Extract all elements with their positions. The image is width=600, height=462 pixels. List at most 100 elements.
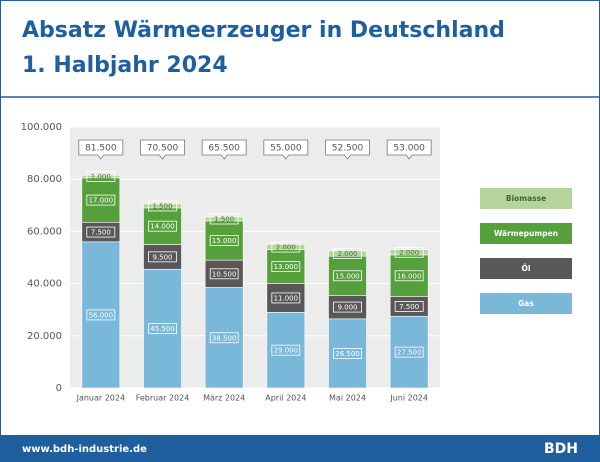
x-tick-label: Februar 2024 <box>136 394 190 403</box>
footer-bar <box>0 435 600 462</box>
total-label: 65.500 <box>208 144 240 154</box>
total-label: 55.000 <box>270 144 302 154</box>
value-label-box <box>333 348 362 359</box>
bar-segment <box>389 254 429 297</box>
x-tick-label: Januar 2024 <box>76 394 126 403</box>
value-label-box <box>86 194 116 206</box>
value-label-box <box>271 344 301 356</box>
y-tick-label: 0 <box>56 383 62 394</box>
value-label-box <box>394 270 424 282</box>
value-label: 17.000 <box>89 197 114 205</box>
bar-segment <box>389 249 429 256</box>
value-label: 29.000 <box>274 347 299 355</box>
bar-segment <box>81 241 121 389</box>
bar-segment <box>204 287 244 389</box>
total-callout <box>201 139 247 160</box>
bar-segment <box>266 244 306 250</box>
value-label: 1.000 <box>91 173 111 181</box>
value-label: 27.500 <box>397 349 422 357</box>
bar-segment <box>81 174 121 179</box>
total-callout <box>140 139 185 160</box>
value-label: 45.500 <box>150 325 175 333</box>
value-label-box <box>148 220 177 232</box>
value-label-box <box>271 261 301 273</box>
bar-segment <box>81 177 121 223</box>
chart-title: Absatz Wärmeerzeuger in Deutschland <box>22 18 505 43</box>
x-tick-label: Mai 2024 <box>329 394 366 403</box>
value-label: 14.000 <box>150 223 175 231</box>
legend-label: Gas <box>518 299 534 308</box>
value-label: 15.000 <box>335 272 360 280</box>
legend-label: Wärmepumpen <box>494 229 558 238</box>
value-label: 38.500 <box>212 334 237 342</box>
value-label-box <box>209 213 239 225</box>
value-label-box <box>86 309 116 321</box>
total-label: 81.500 <box>85 144 117 154</box>
total-callout <box>325 139 370 160</box>
value-label: 16.000 <box>397 272 422 280</box>
value-label: 7.500 <box>91 229 111 237</box>
y-tick-label: 40.000 <box>27 279 62 290</box>
y-tick-label: 100.000 <box>21 122 62 133</box>
value-label: 9.500 <box>152 253 172 261</box>
x-tick-label: März 2024 <box>203 394 245 403</box>
bar-segment <box>266 283 306 313</box>
bar-segment <box>328 318 367 389</box>
y-tick-label: 80.000 <box>27 174 62 185</box>
value-label-box <box>333 248 362 259</box>
value-label-box <box>394 301 424 312</box>
value-label: 2.000 <box>276 244 296 252</box>
total-label: 70.500 <box>147 144 179 154</box>
footer-brand: BDH <box>544 441 578 457</box>
value-label-box <box>209 332 239 344</box>
x-tick-label: Juni 2024 <box>389 394 428 403</box>
value-label-box <box>148 323 177 335</box>
value-label: 26.500 <box>335 350 360 358</box>
value-label: 9.000 <box>337 304 357 312</box>
value-label-box <box>271 292 301 304</box>
legend-label: Öl <box>522 264 531 273</box>
bar-segment <box>204 259 244 288</box>
legend-swatch <box>480 258 572 279</box>
total-callout <box>263 139 309 160</box>
bar-segment <box>266 249 306 284</box>
total-label: 53.000 <box>393 144 425 154</box>
value-label-box <box>394 246 424 258</box>
value-label: 11.000 <box>274 294 299 302</box>
bar-segment <box>204 216 244 222</box>
bar-segment <box>143 268 182 389</box>
bar-segment <box>143 203 182 209</box>
value-label-box <box>209 235 239 246</box>
total-label: 52.500 <box>332 144 364 154</box>
value-label: 10.500 <box>212 270 237 278</box>
value-label-box <box>209 268 239 280</box>
value-label: 1.500 <box>152 202 172 210</box>
legend-swatch <box>480 188 572 209</box>
total-callout <box>78 139 124 160</box>
footer-url: www.bdh-industrie.de <box>22 444 147 455</box>
bar-segment <box>328 255 367 296</box>
value-label-box <box>271 241 301 253</box>
bar-segment <box>266 312 306 389</box>
legend-swatch <box>480 223 572 244</box>
value-label-box <box>333 270 362 282</box>
x-tick-label: April 2024 <box>265 394 306 403</box>
legend-swatch <box>480 293 572 314</box>
value-label-box <box>148 251 177 263</box>
bar-segment <box>328 250 367 257</box>
total-callout <box>386 139 432 160</box>
value-label-box <box>86 226 116 238</box>
value-label: 56.000 <box>89 311 114 319</box>
value-label-box <box>394 346 424 358</box>
bar-segment <box>143 207 182 245</box>
value-label-box <box>86 171 116 182</box>
value-label-box <box>148 200 177 212</box>
bar-segment <box>204 220 244 261</box>
value-label: 13.000 <box>274 263 299 271</box>
y-tick-label: 60.000 <box>27 226 62 237</box>
value-label-box <box>333 301 362 313</box>
value-label: 1.500 <box>214 216 234 224</box>
value-label: 2.000 <box>399 249 419 257</box>
chart-subtitle: 1. Halbjahr 2024 <box>22 53 228 78</box>
